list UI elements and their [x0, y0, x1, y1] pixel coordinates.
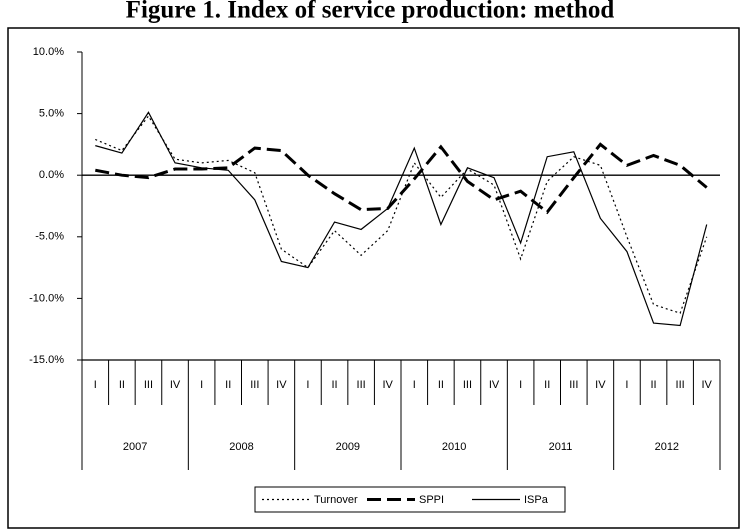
legend-label: SPPI [419, 494, 444, 506]
x-tick-label: III [676, 379, 685, 391]
y-tick-label: 0.0% [39, 169, 64, 181]
series-line [95, 111, 708, 327]
x-tick-label: I [94, 379, 97, 391]
x-tick-label: I [625, 379, 628, 391]
x-tick-label: I [306, 379, 309, 391]
x-tick-label: I [519, 379, 522, 391]
legend-label: ISPa [524, 494, 549, 506]
x-tick-label: IV [595, 379, 606, 391]
x-tick-label: IV [276, 379, 287, 391]
x-group-label: 2011 [549, 441, 573, 453]
x-group-label: 2010 [442, 441, 466, 453]
y-tick-label: -10.0% [29, 292, 64, 304]
legend-label: Turnover [314, 494, 358, 506]
x-tick-label: II [331, 379, 337, 391]
x-group-label: 2008 [229, 441, 253, 453]
chart-title: Figure 1. Index of service production: m… [126, 0, 615, 24]
y-tick-label: 5.0% [39, 108, 64, 120]
x-tick-label: I [200, 379, 203, 391]
x-tick-label: IV [383, 379, 394, 391]
x-tick-label: IV [170, 379, 181, 391]
chart-frame [7, 27, 740, 529]
x-group-label: 2007 [123, 441, 147, 453]
x-tick-label: II [119, 379, 125, 391]
x-tick-label: IV [702, 379, 713, 391]
y-tick-label: 10.0% [33, 46, 64, 58]
x-tick-label: I [413, 379, 416, 391]
x-tick-label: II [225, 379, 231, 391]
x-tick-label: III [250, 379, 259, 391]
x-tick-label: III [144, 379, 153, 391]
x-tick-label: III [357, 379, 366, 391]
x-tick-label: IV [489, 379, 500, 391]
x-tick-label: III [569, 379, 578, 391]
y-tick-label: -15.0% [29, 354, 64, 366]
x-group-label: 2009 [336, 441, 360, 453]
x-tick-label: II [438, 379, 444, 391]
legend-box [254, 486, 566, 513]
x-tick-label: II [650, 379, 656, 391]
x-tick-label: II [544, 379, 550, 391]
x-group-label: 2012 [655, 441, 679, 453]
series-line [95, 142, 708, 215]
x-tick-label: III [463, 379, 472, 391]
series-line [95, 115, 708, 314]
y-tick-label: -5.0% [35, 231, 64, 243]
